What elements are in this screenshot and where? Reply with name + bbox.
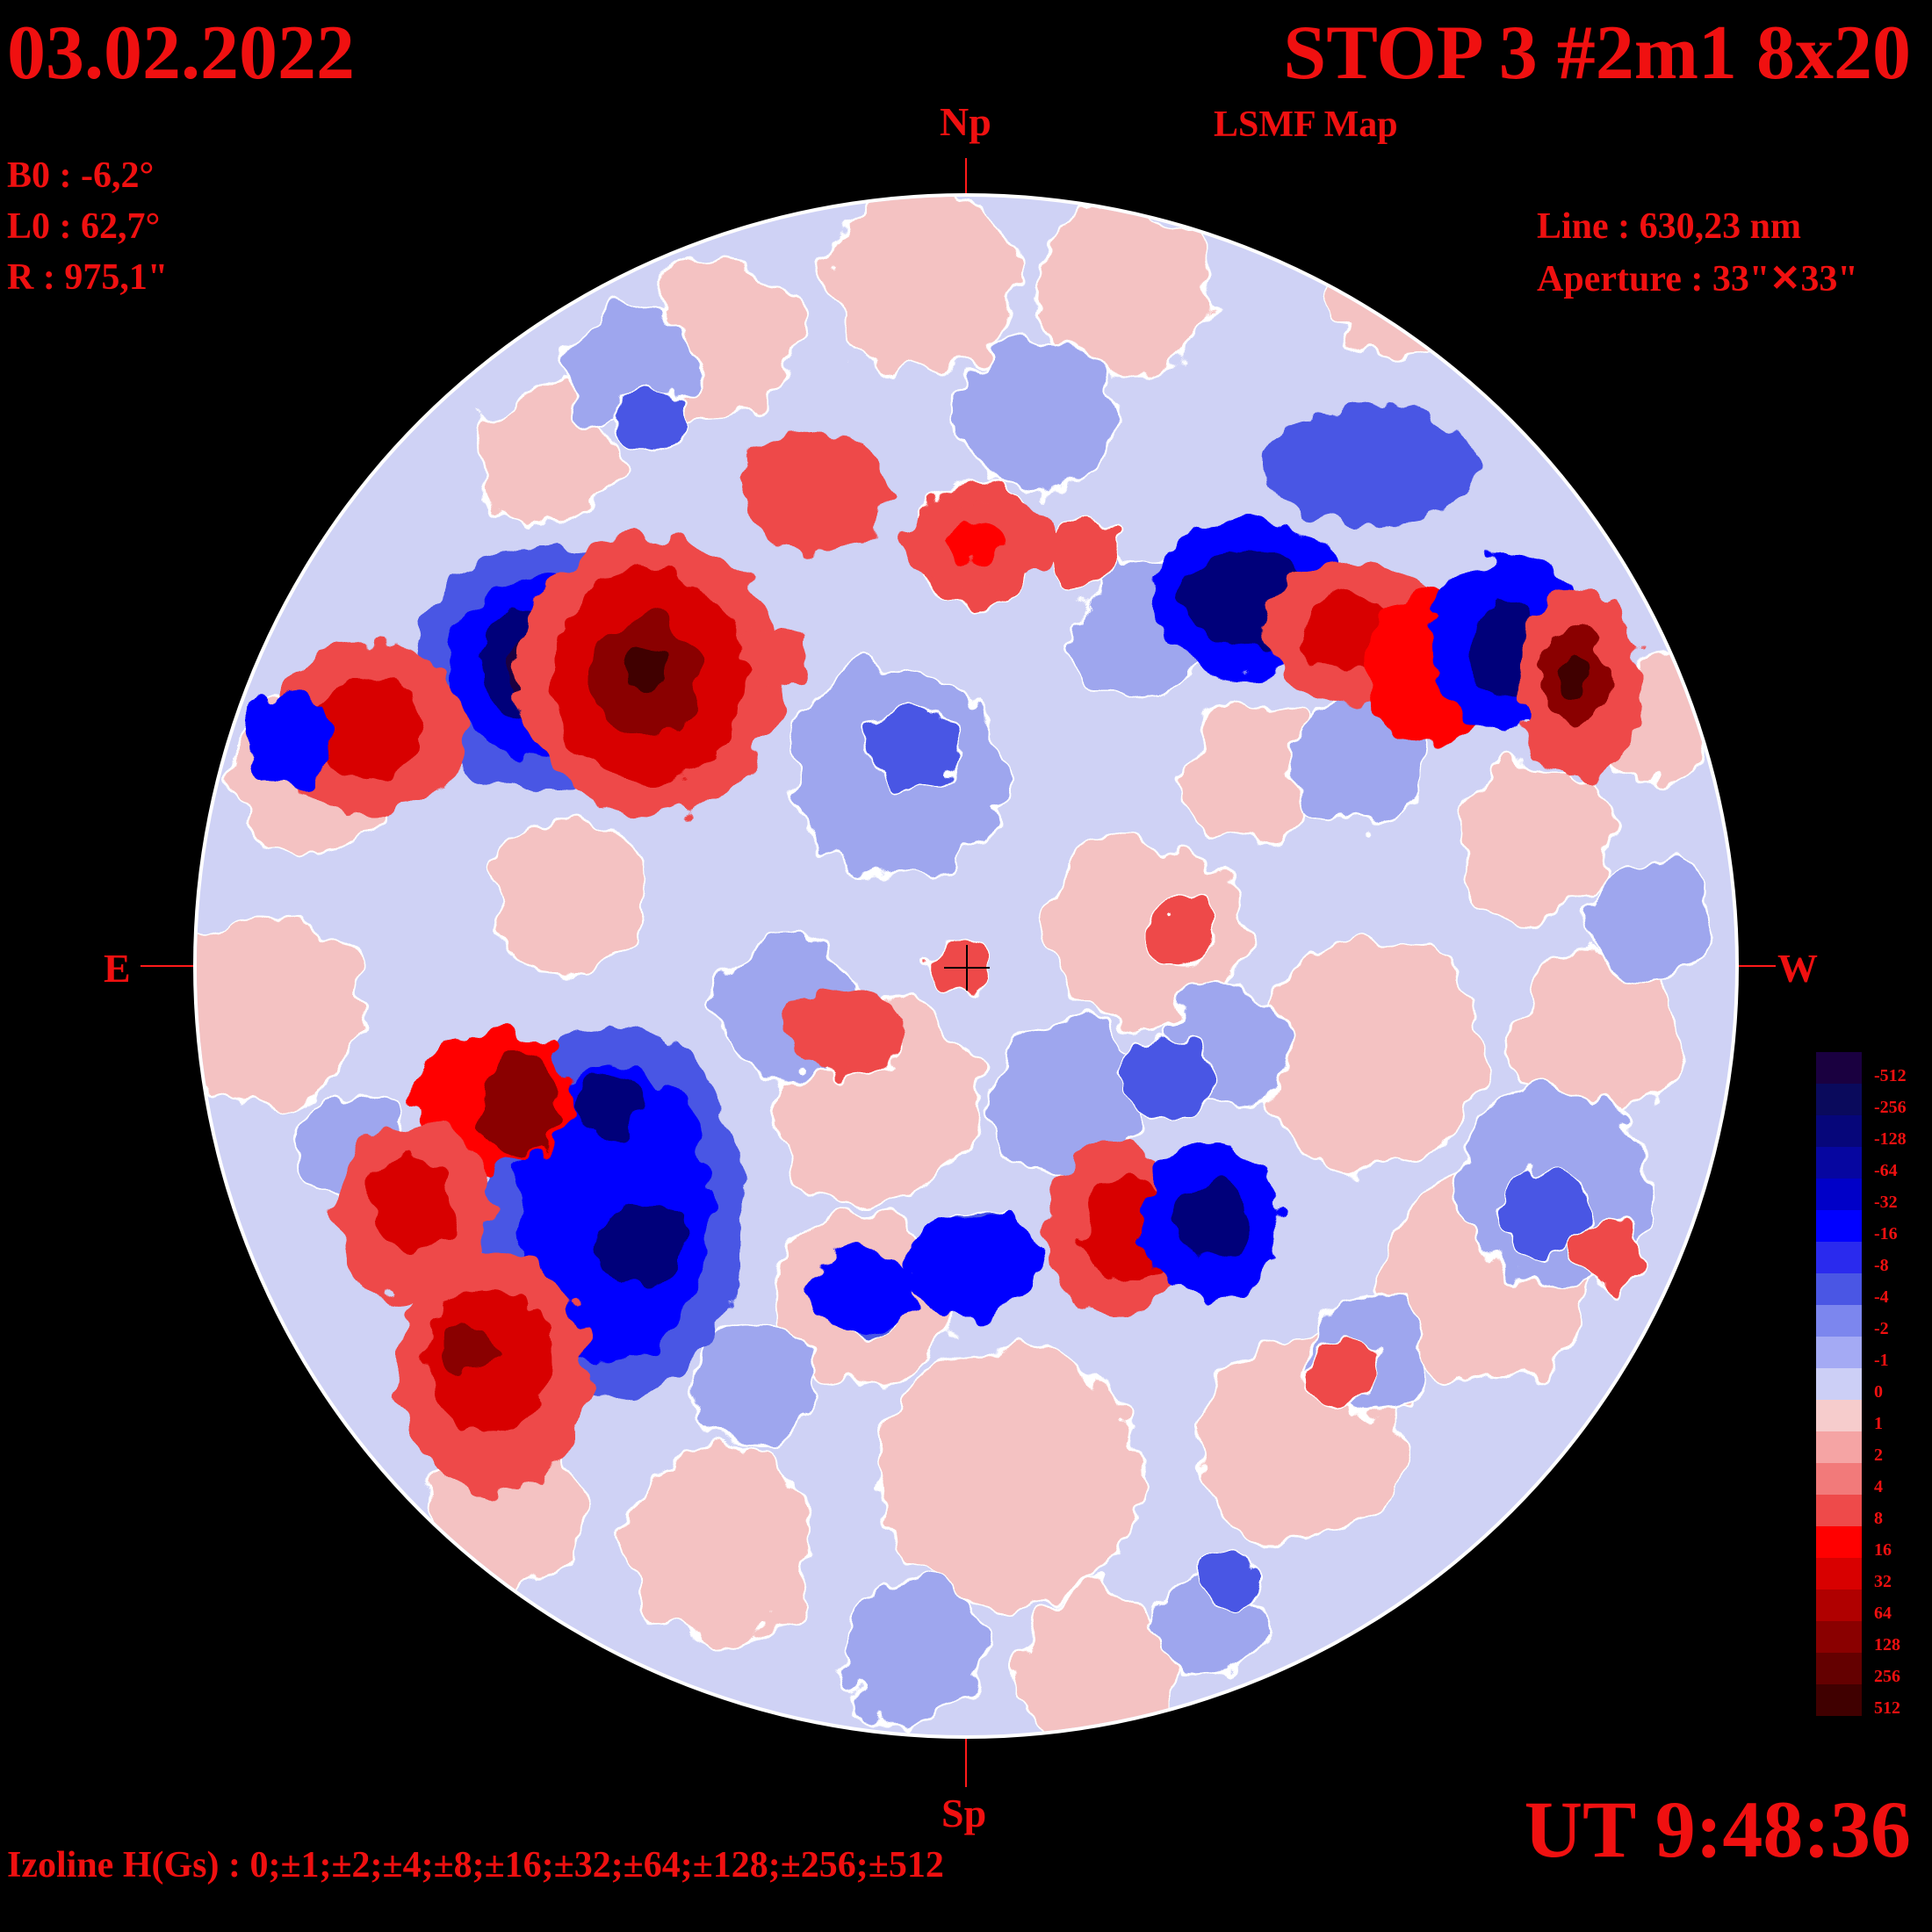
legend-swatch	[1816, 1337, 1862, 1368]
legend-swatch	[1816, 1463, 1862, 1495]
legend-swatch	[1816, 1242, 1862, 1273]
legend-swatch	[1816, 1684, 1862, 1716]
active-region-southeast	[334, 1027, 746, 1493]
legend-level-label: 8	[1874, 1509, 1883, 1528]
map-title: STOP 3 #2m1 8x20	[1283, 11, 1911, 96]
legend-level-label: -64	[1874, 1161, 1898, 1180]
legend-swatch	[1816, 1621, 1862, 1653]
legend-swatch	[1816, 1052, 1862, 1084]
axis-tick-marks	[141, 158, 1776, 1787]
legend-level-label: -4	[1874, 1287, 1889, 1307]
legend-swatch	[1816, 1558, 1862, 1590]
active-region-northeast	[246, 536, 782, 817]
l0-parameter: L0 : 62,7°	[7, 206, 161, 247]
legend-swatch	[1816, 1115, 1862, 1147]
legend-level-label: 16	[1874, 1540, 1892, 1560]
legend-level-label: -256	[1874, 1098, 1907, 1117]
aperture-parameter: Aperture : 33"✕33"	[1537, 259, 1858, 299]
isoline-levels: Izoline H(Gs) : 0;±1;±2;±4;±8;±16;±32;±6…	[7, 1845, 944, 1885]
legend-swatch	[1816, 1210, 1862, 1242]
legend-level-label: 0	[1874, 1382, 1883, 1402]
north-pole-label: Np	[940, 99, 991, 144]
map-subtitle: LSMF Map	[1214, 105, 1398, 145]
legend-swatch	[1816, 1653, 1862, 1684]
south-pole-label: Sp	[941, 1791, 987, 1835]
legend-level-label: -512	[1874, 1066, 1907, 1085]
legend-level-label: 64	[1874, 1604, 1892, 1623]
legend-swatch	[1816, 1368, 1862, 1400]
legend-level-label: 4	[1874, 1477, 1883, 1496]
legend-level-label: -2	[1874, 1319, 1889, 1338]
legend-level-label: 256	[1874, 1667, 1900, 1686]
north-central-plage	[738, 430, 1063, 685]
legend-swatch	[1816, 1431, 1862, 1463]
east-label: E	[104, 946, 131, 991]
legend-swatch	[1816, 1590, 1862, 1621]
b0-parameter: B0 : -6,2°	[7, 155, 155, 196]
legend-swatch	[1816, 1147, 1862, 1179]
west-label: W	[1777, 946, 1818, 991]
legend-swatch	[1816, 1495, 1862, 1526]
legend-level-label: 512	[1874, 1698, 1900, 1718]
legend-level-label: -32	[1874, 1193, 1898, 1212]
legend-level-label: 128	[1874, 1635, 1900, 1654]
legend-swatch	[1816, 1084, 1862, 1115]
legend-swatch	[1816, 1305, 1862, 1337]
legend-swatch	[1816, 1273, 1862, 1305]
radius-parameter: R : 975,1"	[7, 257, 169, 298]
center-crosshair	[944, 945, 990, 991]
field-layer	[197, 197, 1735, 1735]
legend-swatch	[1816, 1400, 1862, 1431]
legend-level-label: -128	[1874, 1129, 1907, 1149]
observation-date: 03.02.2022	[7, 11, 355, 96]
legend-swatch	[1816, 1179, 1862, 1210]
legend-level-label: 32	[1874, 1572, 1892, 1591]
legend-level-label: 2	[1874, 1445, 1883, 1465]
spectral-line-parameter: Line : 630,23 nm	[1537, 206, 1802, 247]
active-region-south	[782, 988, 1282, 1330]
legend-level-label: -8	[1874, 1256, 1889, 1275]
legend-level-label: 1	[1874, 1414, 1883, 1433]
legend-swatch	[1816, 1526, 1862, 1558]
active-region-northwest	[1150, 404, 1642, 782]
universal-time: UT 9:48:36	[1524, 1784, 1911, 1874]
legend-level-label: -1	[1874, 1351, 1889, 1370]
legend-level-label: -16	[1874, 1224, 1898, 1244]
